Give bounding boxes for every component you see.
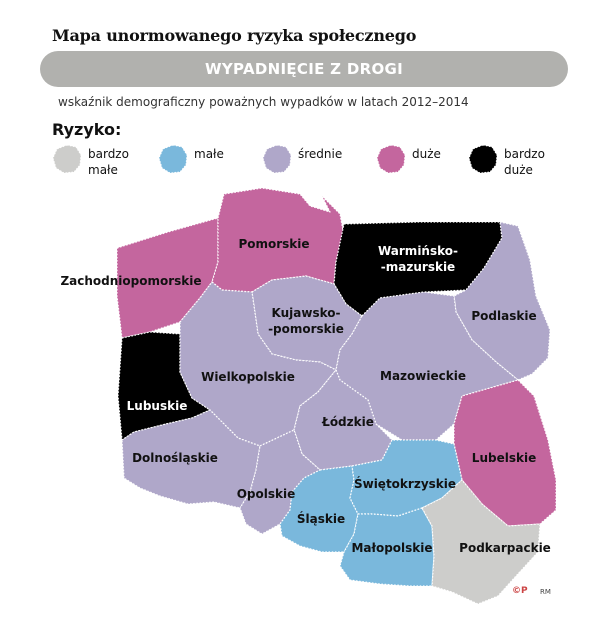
region-swietokrzyskie[interactable] (349, 439, 463, 517)
label-lubuskie: Lubuskie (127, 399, 188, 413)
publisher-logo: ©P (512, 586, 528, 596)
label-kujawsko-1: Kujawsko- (272, 306, 341, 320)
label-dolnoslaskie: Dolnośląskie (132, 451, 218, 465)
label-malopolskie: Małopolskie (351, 541, 432, 555)
label-swietokrzyskie: Świętokrzyskie (354, 476, 456, 491)
legend-swatch (262, 144, 292, 174)
map-subtitle: wskaźnik demograficzny poważnych wypadkó… (58, 95, 469, 109)
region-lodzkie[interactable] (293, 369, 393, 471)
region-wielkopolskie[interactable] (179, 281, 337, 447)
region-podlaskie[interactable] (453, 221, 551, 381)
legend-swatch (52, 144, 82, 174)
label-kujawsko-2: -pomorskie (268, 322, 344, 336)
label-wielkopolskie: Wielkopolskie (201, 370, 295, 384)
legend-label: bardzo małe (88, 147, 129, 177)
label-podlaskie: Podlaskie (471, 309, 536, 323)
legend-swatch (376, 144, 406, 174)
region-podkarpackie[interactable] (421, 479, 541, 605)
legend-title: Ryzyko: (52, 120, 122, 139)
label-lodzkie: Łódzkie (321, 415, 374, 429)
label-warminsko-1: Warmińsko- (378, 244, 458, 258)
label-slaskie: Śląskie (297, 511, 345, 526)
topic-banner: WYPADNIĘCIE Z DROGI (40, 51, 568, 87)
label-lubelskie: Lubelskie (472, 451, 536, 465)
region-slaskie[interactable] (279, 465, 359, 553)
label-mazowieckie: Mazowieckie (380, 369, 466, 383)
author-initials: RM (540, 588, 551, 596)
label-opolskie: Opolskie (237, 487, 296, 501)
label-zachodniopomorskie: Zachodniopomorskie (60, 274, 201, 288)
legend-label: małe (194, 147, 224, 161)
legend-label: duże (412, 147, 441, 161)
legend-swatch (468, 144, 498, 174)
legend-label: bardzo duże (504, 147, 545, 177)
legend-swatch (158, 144, 188, 174)
region-opolskie[interactable] (239, 429, 321, 535)
label-podkarpackie: Podkarpackie (459, 541, 551, 555)
legend-label: średnie (298, 147, 343, 161)
region-malopolskie[interactable] (339, 507, 435, 587)
map-title: Mapa unormowanego ryzyka społecznego (52, 26, 417, 45)
label-warminsko-2: -mazurskie (381, 260, 455, 274)
topic-banner-text: WYPADNIĘCIE Z DROGI (205, 60, 403, 78)
label-pomorskie: Pomorskie (238, 237, 309, 251)
